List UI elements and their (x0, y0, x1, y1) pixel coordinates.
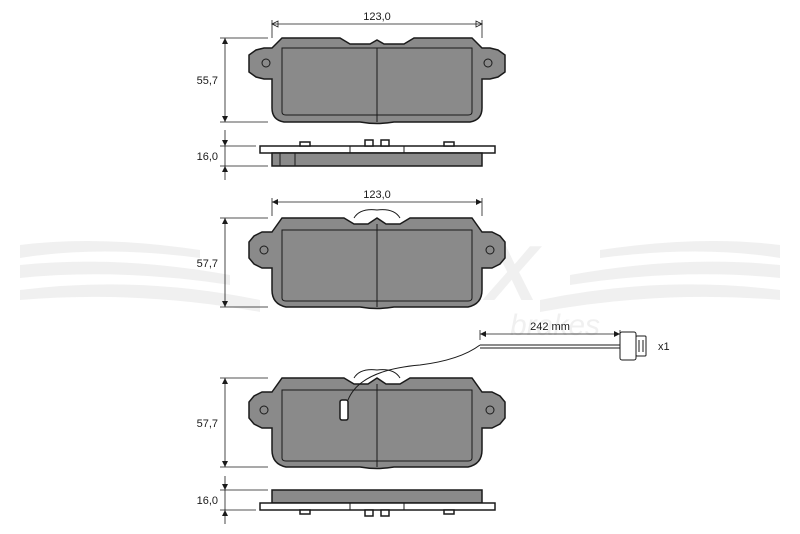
wear-sensor: 242 mm x1 (480, 321, 670, 360)
pad3-thickness-label: 16,0 (197, 495, 218, 507)
pad1-width-label: 123,0 (363, 11, 391, 23)
brake-pad-1-profile: 16,0 (197, 130, 495, 180)
pad1-height-label: 55,7 (197, 75, 218, 87)
brake-pad-3-profile: 16,0 (197, 476, 495, 524)
technical-drawing: 123,0 55,7 16, (0, 0, 800, 534)
sensor-quantity-label: x1 (658, 341, 670, 353)
pad1-thickness-label: 16,0 (197, 151, 218, 163)
pad2-width-label: 123,0 (363, 189, 391, 201)
brake-pad-2: 123,0 57,7 (197, 189, 505, 309)
pad3-height-label: 57,7 (197, 418, 218, 430)
brake-pad-3: 57,7 (197, 345, 505, 469)
sensor-length-label: 242 mm (530, 321, 570, 333)
pad2-height-label: 57,7 (197, 258, 218, 270)
brake-pad-1: 123,0 55,7 (197, 11, 505, 124)
